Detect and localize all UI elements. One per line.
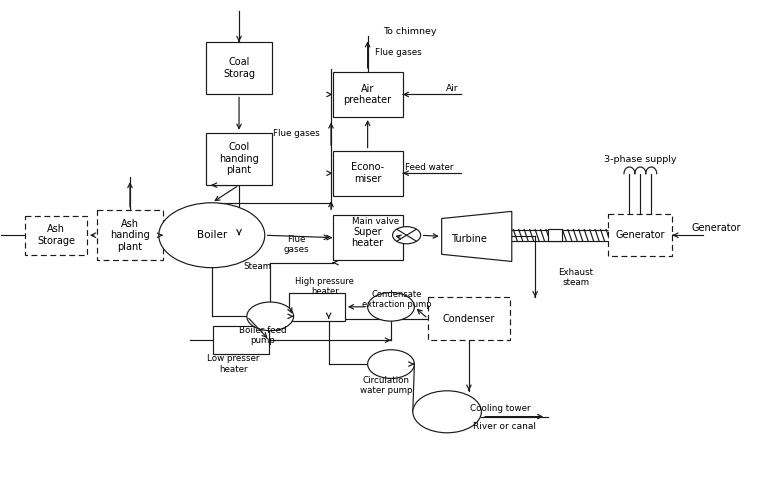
Text: River or canal: River or canal xyxy=(473,421,536,431)
Bar xyxy=(213,326,270,354)
Bar xyxy=(206,132,272,185)
Text: Generator: Generator xyxy=(692,223,741,233)
Bar xyxy=(332,215,403,260)
Text: Exhaust
steam: Exhaust steam xyxy=(558,268,594,288)
Text: Econo-
miser: Econo- miser xyxy=(351,162,384,184)
Text: Flue gases: Flue gases xyxy=(375,48,422,57)
Text: Air
preheater: Air preheater xyxy=(343,84,392,105)
Text: Cooling tower: Cooling tower xyxy=(471,404,531,413)
Text: Ash
Storage: Ash Storage xyxy=(37,225,75,246)
Circle shape xyxy=(247,302,293,331)
Bar xyxy=(289,293,345,321)
Polygon shape xyxy=(442,211,511,262)
Text: Feed water: Feed water xyxy=(405,163,454,172)
Text: Cool
handing
plant: Cool handing plant xyxy=(219,142,259,176)
Text: Air: Air xyxy=(446,84,458,93)
Bar xyxy=(332,151,403,196)
Bar xyxy=(206,42,272,95)
Text: Boiler: Boiler xyxy=(196,230,227,240)
Text: 3-phase supply: 3-phase supply xyxy=(604,155,676,164)
Text: Condenser: Condenser xyxy=(443,314,495,324)
Circle shape xyxy=(413,391,482,433)
Text: Main valve: Main valve xyxy=(352,217,399,227)
Text: Generator: Generator xyxy=(615,230,665,240)
Text: Circulation
water pump: Circulation water pump xyxy=(360,376,412,395)
Circle shape xyxy=(159,203,265,268)
Text: Condensate
extraction pump: Condensate extraction pump xyxy=(362,290,432,309)
Text: Super
heater: Super heater xyxy=(352,227,384,249)
Text: Ash
handing
plant: Ash handing plant xyxy=(110,218,150,252)
Bar xyxy=(547,229,561,241)
Circle shape xyxy=(368,292,414,321)
Text: Flue
gases: Flue gases xyxy=(283,235,309,254)
Circle shape xyxy=(368,350,414,378)
Text: High pressure
heater: High pressure heater xyxy=(296,277,354,297)
Bar xyxy=(608,214,673,256)
Text: Steam: Steam xyxy=(243,262,271,271)
Text: Turbine: Turbine xyxy=(451,234,487,244)
Text: Flue gases: Flue gases xyxy=(273,129,319,138)
Text: Coal
Storag: Coal Storag xyxy=(223,58,255,79)
Bar xyxy=(428,297,510,340)
Text: Low presser
heater: Low presser heater xyxy=(207,354,260,374)
Bar xyxy=(97,210,163,260)
Bar xyxy=(332,72,403,117)
Circle shape xyxy=(393,227,421,244)
Bar xyxy=(25,216,87,255)
Text: To chimney: To chimney xyxy=(383,27,436,36)
Text: Boiler feed
pump: Boiler feed pump xyxy=(239,326,287,345)
